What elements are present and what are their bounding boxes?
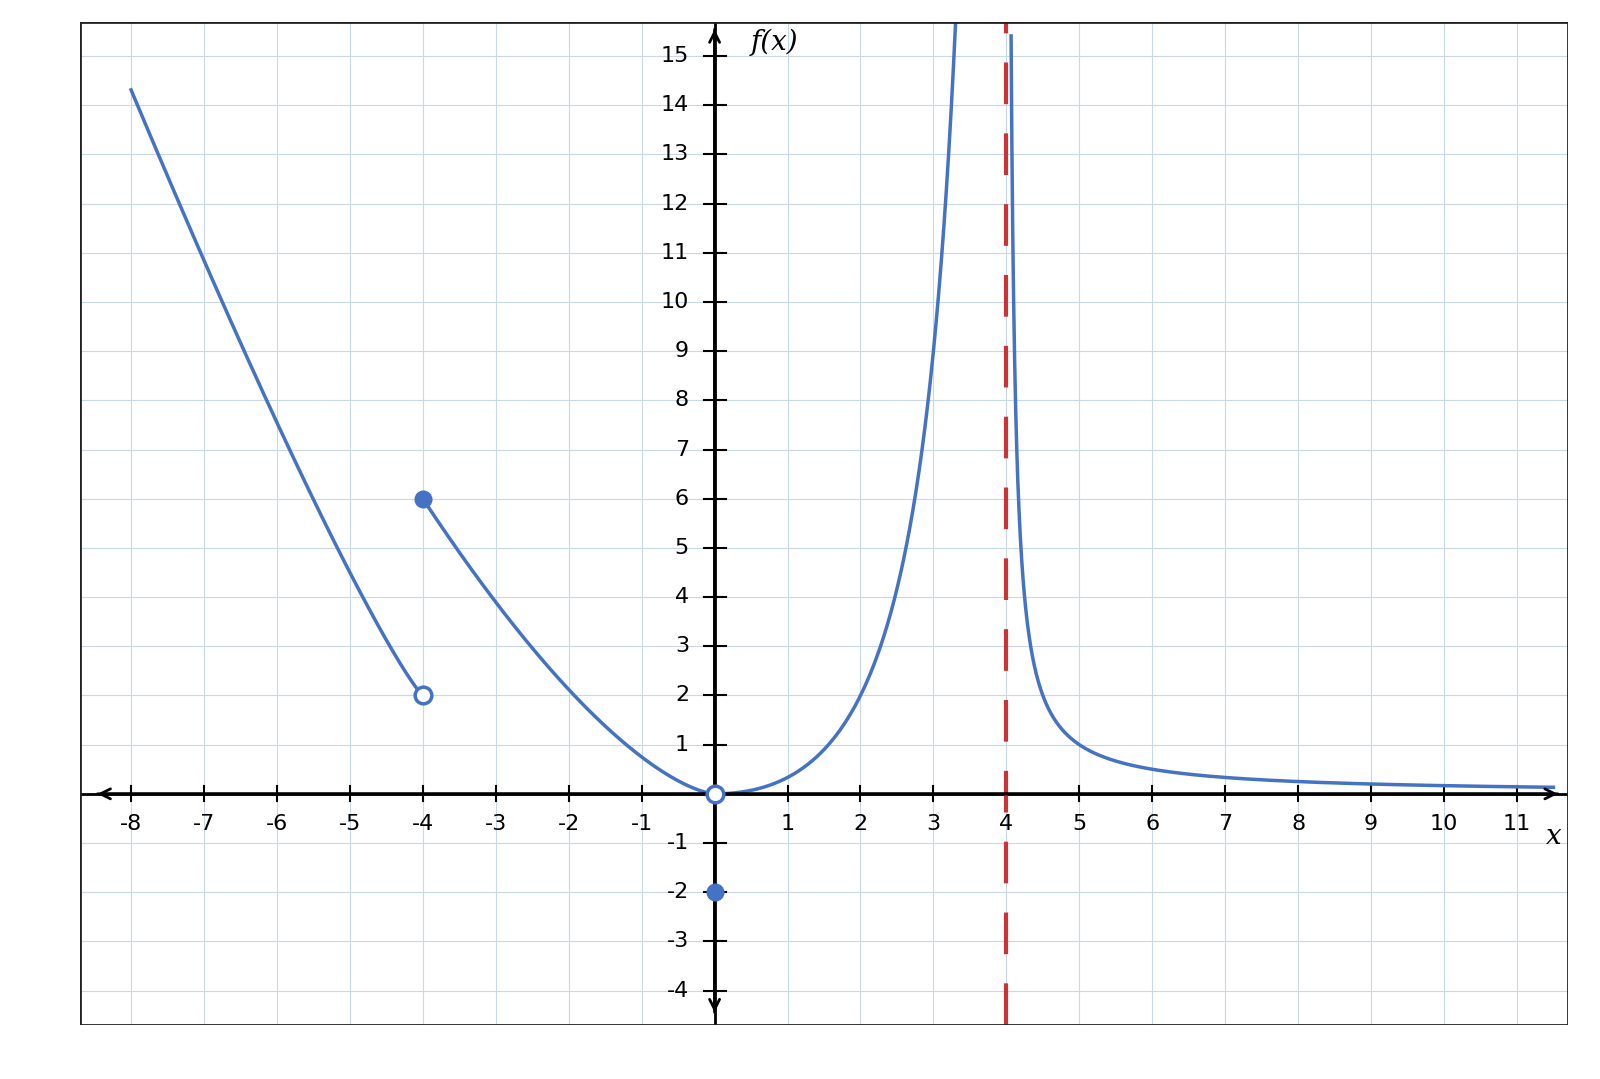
Text: -7: -7: [194, 814, 214, 834]
Text: 11: 11: [661, 243, 690, 263]
Text: -3: -3: [485, 814, 507, 834]
Text: 10: 10: [661, 292, 690, 312]
Text: 5: 5: [675, 538, 690, 558]
Text: 1: 1: [781, 814, 795, 834]
Text: 9: 9: [675, 341, 690, 361]
Text: 7: 7: [675, 439, 690, 460]
Text: -4: -4: [411, 814, 434, 834]
Text: 2: 2: [675, 685, 690, 706]
Text: 13: 13: [661, 145, 690, 164]
Text: 14: 14: [661, 95, 690, 115]
Text: -4: -4: [667, 981, 690, 1000]
Text: 7: 7: [1218, 814, 1232, 834]
Text: -2: -2: [557, 814, 579, 834]
Text: -6: -6: [266, 814, 288, 834]
Text: 1: 1: [675, 735, 690, 754]
Text: x: x: [1546, 823, 1562, 850]
Text: 4: 4: [1000, 814, 1013, 834]
Text: -3: -3: [667, 931, 690, 952]
Text: -1: -1: [667, 833, 690, 853]
Text: 3: 3: [675, 637, 690, 656]
Text: 8: 8: [1291, 814, 1306, 834]
Text: 4: 4: [675, 587, 690, 607]
Text: -1: -1: [630, 814, 653, 834]
Text: f(x): f(x): [750, 29, 798, 56]
Text: -2: -2: [667, 883, 690, 902]
Text: 6: 6: [675, 489, 690, 508]
Text: 3: 3: [926, 814, 941, 834]
Text: 5: 5: [1072, 814, 1086, 834]
Text: 6: 6: [1146, 814, 1160, 834]
Text: 10: 10: [1430, 814, 1458, 834]
Text: 8: 8: [675, 391, 690, 410]
Text: 2: 2: [853, 814, 867, 834]
Text: 15: 15: [661, 46, 690, 66]
Text: 11: 11: [1502, 814, 1531, 834]
Text: 12: 12: [661, 193, 690, 214]
Text: -5: -5: [339, 814, 362, 834]
Text: 9: 9: [1363, 814, 1378, 834]
Text: -8: -8: [120, 814, 142, 834]
